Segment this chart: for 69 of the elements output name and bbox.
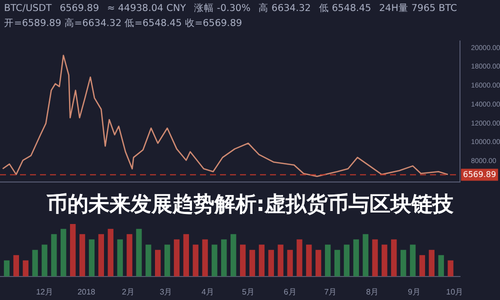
bar bbox=[155, 250, 161, 276]
bar bbox=[268, 250, 274, 276]
text: 高 6634.32 bbox=[258, 2, 311, 15]
bar bbox=[98, 234, 104, 276]
bar bbox=[249, 250, 256, 276]
x-tick-label: 7月 bbox=[324, 287, 337, 296]
x-tick-label: 12月 bbox=[36, 287, 53, 296]
bar bbox=[88, 239, 95, 276]
bar bbox=[258, 244, 265, 276]
bar bbox=[4, 260, 10, 276]
bar bbox=[70, 224, 76, 276]
bar bbox=[192, 244, 198, 276]
bar bbox=[42, 244, 48, 276]
x-tick-label: 3月 bbox=[160, 287, 172, 296]
bar bbox=[108, 228, 114, 276]
ref-line-label: 6569.89 bbox=[463, 170, 496, 179]
text: 开=6589.89 高=6634.32 低=6548.45 收=6569.89 bbox=[4, 17, 242, 30]
bar bbox=[316, 250, 322, 276]
bar bbox=[164, 244, 170, 276]
x-tick-label: 2月 bbox=[122, 287, 134, 296]
bar bbox=[32, 250, 38, 276]
x-tick-label: 2018 bbox=[77, 287, 96, 296]
bar bbox=[60, 228, 66, 276]
bar bbox=[438, 255, 444, 276]
text: BTC/USDT bbox=[4, 3, 52, 14]
bar bbox=[22, 260, 28, 276]
bar bbox=[344, 244, 350, 276]
bar bbox=[400, 250, 406, 276]
x-tick-label: 6月 bbox=[284, 287, 296, 296]
bar bbox=[419, 255, 426, 276]
text: 6569.89 bbox=[60, 3, 99, 14]
bar bbox=[296, 239, 302, 276]
bar bbox=[202, 239, 208, 276]
x-tick-label: 9月 bbox=[408, 287, 420, 296]
bar bbox=[334, 250, 340, 276]
text: ≈ 44938.04 CNY bbox=[107, 3, 186, 14]
bar bbox=[382, 244, 388, 276]
text: 24H量 7965 BTC bbox=[379, 2, 457, 15]
bar bbox=[448, 260, 454, 276]
bar bbox=[51, 234, 57, 276]
bar bbox=[117, 239, 123, 276]
x-tick-label: 10月 bbox=[446, 287, 464, 296]
x-tick-label: 8月 bbox=[366, 287, 379, 296]
bar bbox=[428, 250, 434, 276]
bar bbox=[79, 234, 86, 276]
x-tick-label: 4月 bbox=[202, 287, 214, 296]
bar bbox=[372, 239, 378, 276]
bar bbox=[362, 234, 368, 276]
bar bbox=[353, 239, 359, 276]
bar bbox=[136, 228, 142, 276]
bar bbox=[126, 234, 132, 276]
bar bbox=[240, 244, 246, 276]
bar bbox=[221, 239, 227, 276]
bar bbox=[287, 250, 293, 276]
text: 涨幅 -0.30% bbox=[194, 2, 251, 15]
bar bbox=[306, 244, 312, 276]
bar bbox=[410, 244, 416, 276]
bar bbox=[13, 255, 20, 276]
bar bbox=[212, 244, 218, 276]
bar bbox=[230, 234, 236, 276]
bar bbox=[278, 244, 284, 276]
x-tick-label: 5月 bbox=[242, 287, 254, 296]
bar bbox=[391, 239, 397, 276]
bar bbox=[183, 234, 189, 276]
bar bbox=[174, 239, 180, 276]
text: 低 6548.45 bbox=[318, 2, 372, 15]
bar bbox=[324, 244, 331, 276]
bar bbox=[146, 244, 152, 276]
text: 币的未来发展趋势解析:虚拟货币与区块链技 bbox=[45, 191, 455, 218]
